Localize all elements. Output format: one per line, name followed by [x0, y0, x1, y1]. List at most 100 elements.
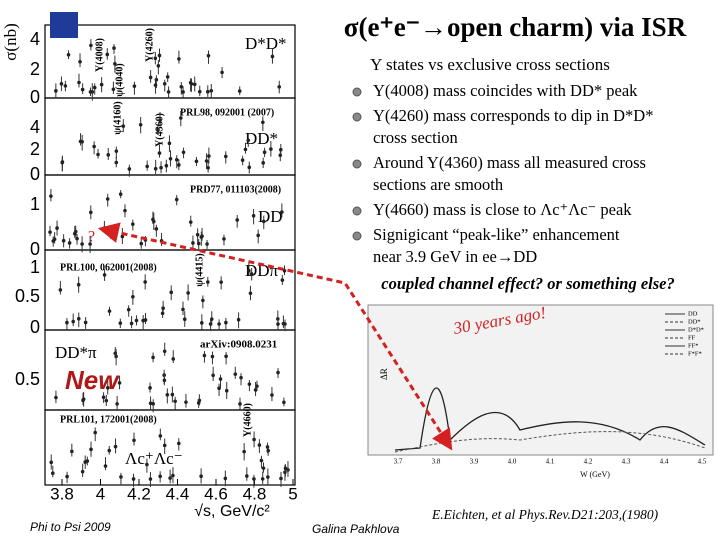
point — [270, 393, 274, 397]
point — [114, 160, 119, 165]
point — [200, 321, 204, 325]
point — [222, 237, 226, 241]
point — [223, 154, 228, 159]
point — [174, 157, 179, 162]
point — [196, 401, 201, 405]
panel-label: PRL101, 172001(2008) — [60, 414, 157, 425]
old-legend-text: DD — [688, 310, 698, 317]
point — [123, 208, 127, 213]
point — [138, 122, 143, 127]
y-tick-label: 0 — [30, 317, 40, 337]
point — [159, 165, 163, 170]
y-axis-label: σ(nb) — [1, 23, 20, 61]
point — [70, 449, 74, 454]
x-tick-label: 4.2 — [127, 484, 151, 503]
y-tick-label: 0 — [30, 87, 40, 107]
point — [153, 56, 158, 61]
point — [129, 321, 134, 326]
footer-center: Galina Pakhlova — [312, 522, 400, 536]
point — [220, 70, 224, 75]
point — [51, 239, 56, 243]
old-y-label: ΔR — [379, 368, 389, 380]
bullet-text: Signigicant “peak-like” enhancement — [373, 225, 620, 244]
point — [247, 165, 252, 170]
point — [265, 445, 270, 449]
point — [131, 294, 135, 299]
point — [114, 149, 119, 153]
panel-label: DD — [258, 207, 283, 226]
point — [158, 118, 162, 123]
point — [61, 238, 66, 243]
point — [235, 218, 240, 222]
old-x-tick: 4.5 — [698, 458, 707, 466]
point — [261, 120, 265, 125]
point — [65, 320, 69, 325]
bullet-text: Y(4260) mass corresponds to dip in D*D* — [373, 106, 653, 125]
point — [177, 163, 181, 167]
old-x-tick: 4.2 — [584, 458, 593, 466]
old-x-label: W (GeV) — [580, 470, 610, 479]
point — [281, 321, 286, 326]
y-tick-label: 1 — [30, 194, 40, 214]
y-tick-label: 4 — [30, 29, 40, 49]
point — [113, 444, 118, 449]
old-frame — [367, 304, 714, 456]
point — [80, 139, 84, 144]
subtitle: Y states vs exclusive cross sections — [370, 55, 610, 74]
bullet-icon — [352, 112, 362, 122]
point — [248, 291, 253, 296]
point — [283, 466, 288, 471]
point — [218, 377, 223, 381]
point — [151, 355, 155, 360]
point — [119, 475, 123, 479]
point — [188, 220, 193, 224]
point — [238, 402, 242, 406]
point — [237, 89, 242, 93]
point — [134, 318, 139, 323]
bullet-text: Y(4008) mass coincides with DD* peak — [373, 81, 638, 100]
point — [131, 477, 136, 481]
point — [157, 151, 162, 155]
point — [170, 392, 175, 397]
point — [105, 385, 110, 390]
point — [252, 477, 256, 481]
bullet-text: sections are smooth — [373, 175, 504, 194]
point — [115, 402, 119, 406]
old-legend-text: FF* — [688, 342, 698, 349]
point — [76, 316, 81, 321]
point — [92, 144, 96, 149]
point — [164, 163, 169, 168]
point — [204, 159, 209, 163]
point — [65, 474, 69, 479]
point — [247, 268, 251, 273]
point — [166, 90, 171, 94]
point — [89, 447, 93, 452]
point — [276, 370, 280, 375]
y-tick-label: 0.5 — [15, 369, 40, 389]
panel-label: ? — [88, 229, 95, 246]
bullet-icon — [352, 206, 362, 216]
bullet-icon — [352, 231, 362, 241]
old-legend-text: D*D* — [688, 326, 704, 333]
x-tick-label: 4.6 — [204, 484, 228, 503]
point — [162, 349, 167, 354]
point — [243, 147, 248, 152]
old-x-tick: 4.3 — [622, 458, 631, 466]
resonance-label: ψ(4040) — [114, 63, 125, 97]
point — [158, 474, 162, 479]
point — [239, 375, 243, 380]
point — [201, 298, 205, 303]
point — [269, 147, 273, 151]
point — [111, 87, 116, 92]
point — [63, 84, 68, 88]
point — [211, 373, 215, 378]
point — [208, 322, 213, 326]
panel-label: D*D* — [245, 34, 287, 53]
point — [72, 231, 77, 236]
point — [257, 443, 262, 447]
x-tick-label: 4 — [96, 484, 105, 503]
point — [179, 84, 184, 89]
point — [210, 354, 215, 359]
point — [143, 280, 147, 284]
